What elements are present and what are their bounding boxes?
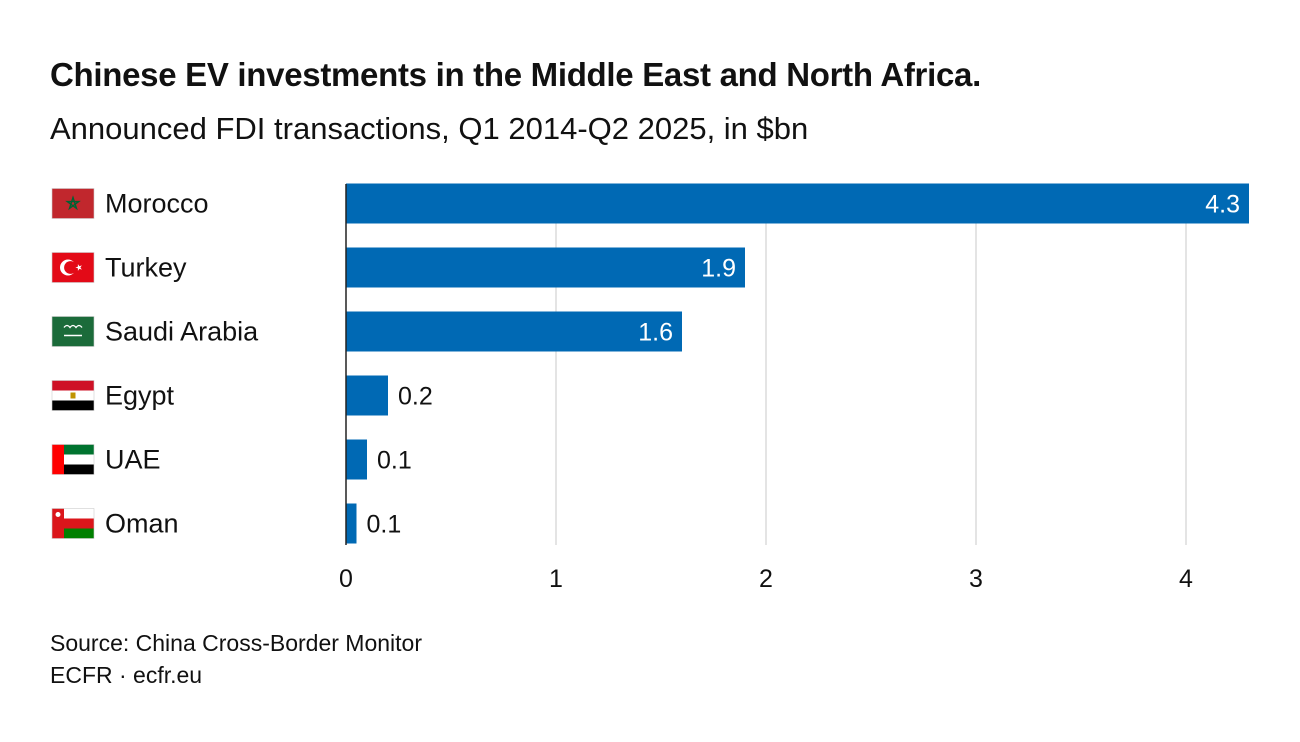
bar-turkey xyxy=(346,247,745,288)
data-label: 0.1 xyxy=(367,511,402,539)
gridlines xyxy=(555,184,1187,545)
category-label: UAE xyxy=(105,445,161,475)
chart-subtitle: Announced FDI transactions, Q1 2014-Q2 2… xyxy=(50,111,809,146)
oman-flag-icon xyxy=(51,508,95,539)
bar-egypt xyxy=(346,375,388,416)
x-tick-label: 1 xyxy=(549,565,563,593)
category-label: Saudi Arabia xyxy=(105,317,259,347)
x-tick-label: 3 xyxy=(969,565,983,593)
data-label: 0.1 xyxy=(377,447,412,475)
category-label: Morocco xyxy=(105,189,209,219)
bar-oman xyxy=(346,503,357,544)
flags xyxy=(51,188,95,539)
data-label: 4.3 xyxy=(1205,191,1240,219)
category-label: Oman xyxy=(105,509,179,539)
turkey-flag-icon xyxy=(51,252,95,283)
x-tick-label: 0 xyxy=(339,565,353,593)
data-label: 0.2 xyxy=(398,383,433,411)
bar-uae xyxy=(346,439,367,480)
category-label: Turkey xyxy=(105,253,187,283)
axes: 0 1 2 3 4 xyxy=(339,184,1193,593)
saudi-arabia-flag-icon xyxy=(51,316,95,347)
credit-note: ECFR · ecfr.eu xyxy=(50,662,203,688)
x-tick-label: 4 xyxy=(1179,565,1193,593)
uae-flag-icon xyxy=(51,444,95,475)
x-tick-label: 2 xyxy=(759,565,773,593)
bars: 4.3 1.9 1.6 0.2 0.1 0.1 xyxy=(346,183,1249,544)
egypt-flag-icon xyxy=(51,380,95,411)
bar-morocco xyxy=(346,183,1249,224)
category-label: Egypt xyxy=(105,381,175,411)
chart-title: Chinese EV investments in the Middle Eas… xyxy=(50,56,981,93)
category-labels: Morocco Turkey Saudi Arabia Egypt UAE Oman xyxy=(105,189,259,539)
data-label: 1.9 xyxy=(701,255,736,283)
data-label: 1.6 xyxy=(638,319,673,347)
source-note: Source: China Cross-Border Monitor xyxy=(50,630,422,656)
morocco-flag-icon xyxy=(51,188,95,219)
bar-saudi-arabia xyxy=(346,311,682,352)
